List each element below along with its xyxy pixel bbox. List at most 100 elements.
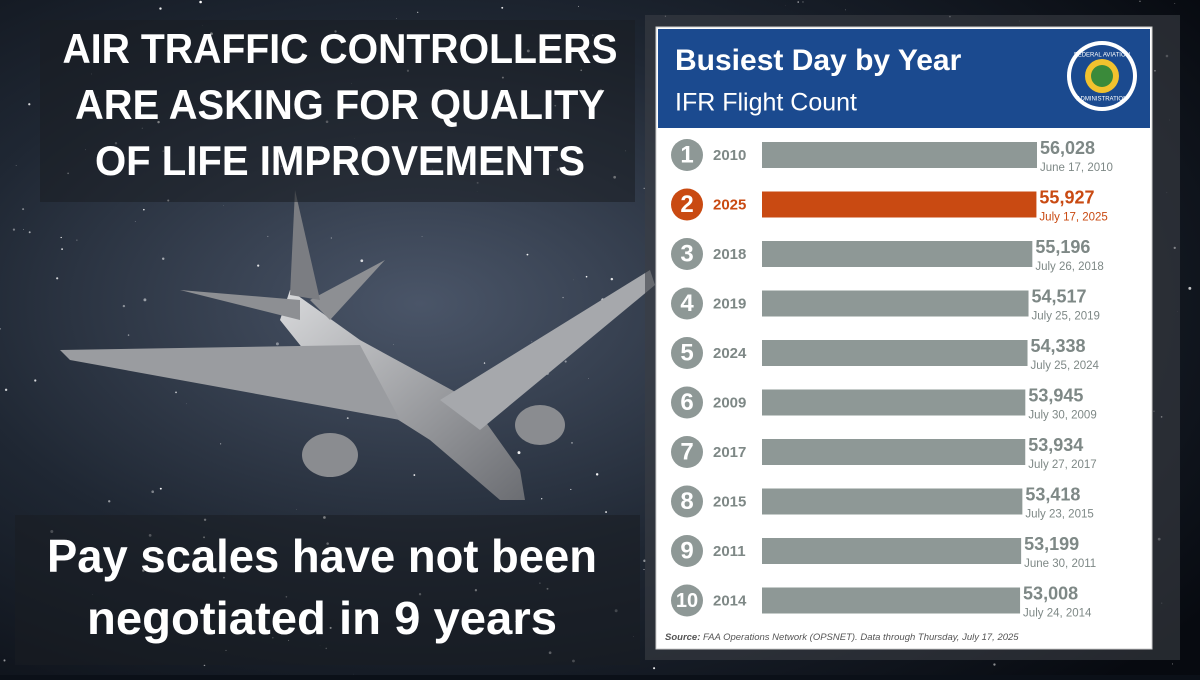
- star: [541, 498, 542, 499]
- category-label: 2011: [713, 543, 746, 560]
- star: [588, 378, 589, 379]
- star: [13, 229, 15, 231]
- star: [296, 509, 297, 510]
- rank-label: 4: [680, 290, 694, 317]
- bar: [762, 241, 1032, 267]
- star: [518, 451, 521, 454]
- bar: [762, 489, 1022, 515]
- star: [220, 443, 221, 444]
- star: [276, 342, 279, 345]
- category-label: 2018: [713, 246, 746, 263]
- star: [565, 360, 567, 362]
- star: [803, 1, 804, 2]
- star: [61, 248, 63, 250]
- caption: Pay scales have not been: [47, 530, 597, 582]
- rank-label: 3: [680, 240, 693, 267]
- date-label: July 25, 2019: [1032, 311, 1100, 323]
- star: [1188, 287, 1191, 290]
- value-label: 54,338: [1031, 336, 1086, 356]
- star: [644, 188, 645, 189]
- star: [23, 229, 24, 230]
- value-label: 53,945: [1028, 385, 1083, 405]
- star: [175, 391, 177, 393]
- category-label: 2025: [713, 196, 746, 213]
- star: [1139, 1, 1140, 2]
- value-label: 55,927: [1039, 187, 1094, 207]
- date-label: July 27, 2017: [1028, 459, 1096, 471]
- star: [123, 305, 125, 307]
- star: [653, 667, 655, 669]
- bar: [762, 340, 1028, 366]
- faa-logo: FEDERAL AVIATION ADMINISTRATION: [1067, 41, 1137, 111]
- star: [611, 278, 613, 280]
- star: [413, 474, 415, 476]
- headline: AIR TRAFFIC CONTROLLERS: [63, 25, 618, 72]
- star: [186, 403, 187, 404]
- star: [360, 259, 363, 262]
- star: [135, 221, 136, 222]
- date-label: July 23, 2015: [1025, 509, 1093, 521]
- star: [5, 389, 7, 391]
- star: [393, 344, 394, 345]
- star: [16, 165, 17, 166]
- star: [605, 511, 607, 513]
- star: [422, 236, 423, 237]
- rank-label: 8: [680, 488, 693, 515]
- star: [3, 659, 5, 661]
- star: [562, 297, 563, 298]
- rank-label: 1: [680, 141, 693, 168]
- date-label: July 17, 2025: [1039, 212, 1107, 224]
- category-label: 2019: [713, 295, 746, 312]
- caption: negotiated in 9 years: [87, 592, 557, 644]
- star: [108, 500, 110, 502]
- star: [76, 240, 77, 241]
- star: [28, 103, 30, 105]
- rank-label: 9: [680, 537, 693, 564]
- star: [501, 7, 503, 9]
- category-label: 2024: [713, 345, 747, 362]
- star: [128, 334, 129, 335]
- date-label: July 26, 2018: [1035, 261, 1103, 273]
- bar: [762, 390, 1025, 416]
- star: [527, 254, 529, 256]
- bar: [762, 439, 1025, 465]
- logo-text: FEDERAL AVIATION: [1074, 53, 1130, 59]
- bar: [762, 192, 1036, 218]
- star: [578, 6, 579, 7]
- category-label: 2010: [713, 147, 746, 164]
- star: [586, 276, 588, 278]
- star: [61, 237, 62, 238]
- chart-title: Busiest Day by Year: [675, 44, 962, 77]
- star: [34, 379, 36, 381]
- star: [1174, 3, 1175, 4]
- star: [162, 258, 164, 260]
- star: [143, 298, 146, 301]
- rank-label: 6: [680, 389, 693, 416]
- date-label: July 25, 2024: [1031, 360, 1100, 372]
- star: [331, 237, 332, 238]
- date-label: June 17, 2010: [1040, 162, 1113, 174]
- star: [845, 9, 846, 10]
- star: [571, 442, 573, 444]
- star: [484, 362, 485, 363]
- star: [199, 1, 202, 4]
- source: Source: FAA Operations Network (OPSNET).…: [665, 632, 1019, 643]
- star: [417, 12, 418, 13]
- bar: [762, 291, 1029, 317]
- source-text: FAA Operations Network (OPSNET). Data th…: [703, 632, 1019, 643]
- bar: [762, 538, 1021, 564]
- star: [267, 236, 268, 237]
- star: [396, 18, 397, 19]
- value-label: 54,517: [1032, 286, 1087, 306]
- category-label: 2015: [713, 493, 746, 510]
- source-label: Source:: [665, 632, 700, 643]
- value-label: 53,008: [1023, 583, 1078, 603]
- star: [160, 488, 162, 490]
- value-label: 53,934: [1028, 435, 1083, 455]
- value-label: 55,196: [1035, 237, 1090, 257]
- star: [257, 265, 259, 267]
- star: [29, 231, 31, 233]
- star: [797, 1, 799, 3]
- rank-label: 5: [680, 339, 693, 366]
